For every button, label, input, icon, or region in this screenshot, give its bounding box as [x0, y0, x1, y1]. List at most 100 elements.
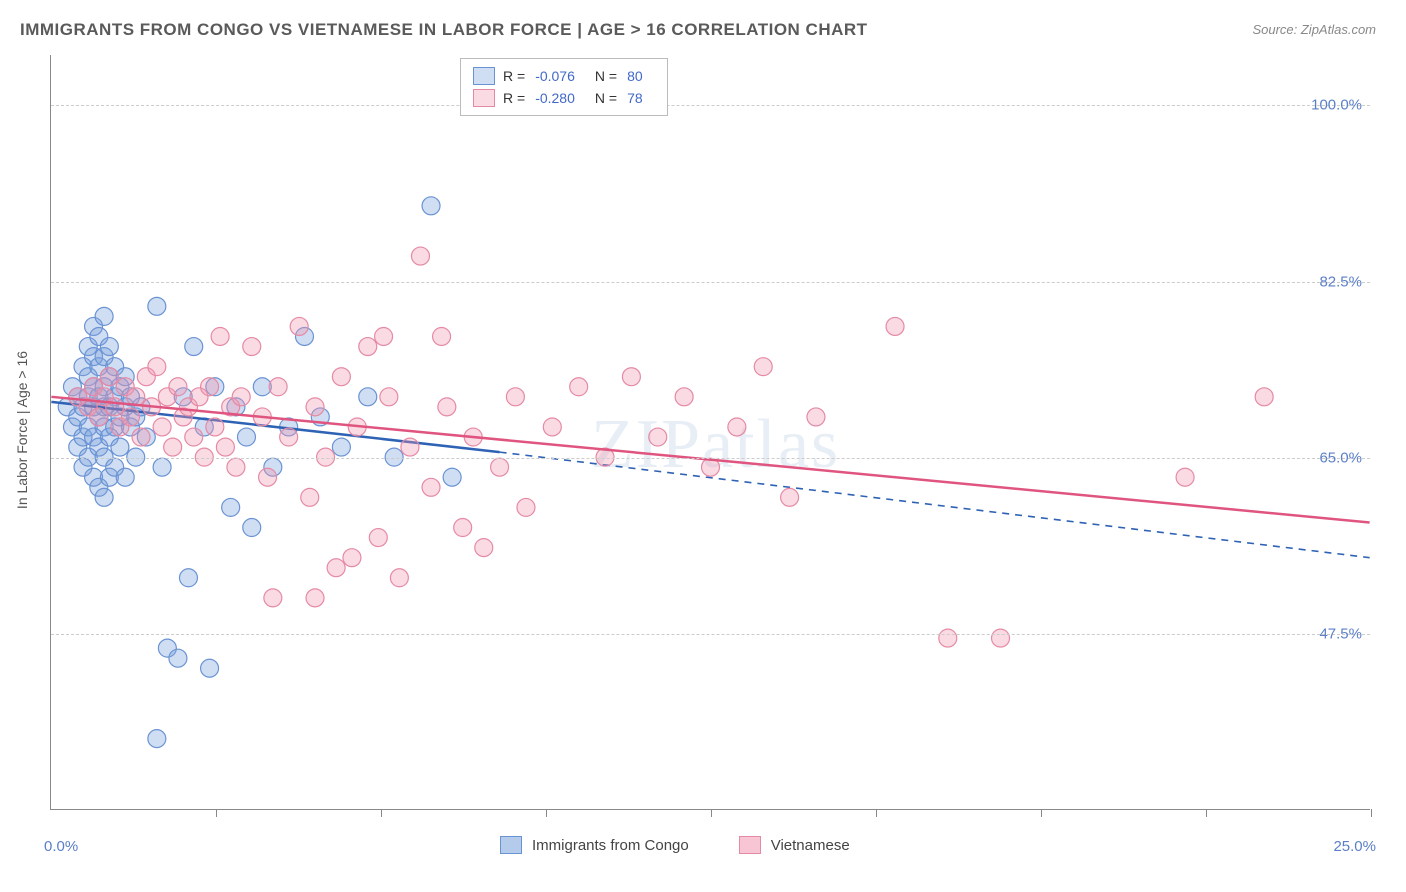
data-point	[332, 368, 350, 386]
x-tick	[876, 809, 877, 817]
data-point	[116, 468, 134, 486]
data-point	[754, 358, 772, 376]
data-point	[327, 559, 345, 577]
data-point	[232, 388, 250, 406]
data-point	[216, 438, 234, 456]
plot-area: ZIPatlas 47.5%65.0%82.5%100.0%	[50, 55, 1370, 810]
data-point	[95, 307, 113, 325]
data-point	[169, 649, 187, 667]
data-point	[169, 378, 187, 396]
data-point	[454, 519, 472, 537]
n-value-vietnamese: 78	[627, 90, 643, 106]
data-point	[306, 589, 324, 607]
legend-item-vietnamese: Vietnamese	[739, 836, 850, 854]
x-tick	[546, 809, 547, 817]
gridline	[51, 634, 1370, 635]
data-point	[649, 428, 667, 446]
data-point	[369, 529, 387, 547]
legend-swatch-vietnamese	[473, 89, 495, 107]
data-point	[153, 418, 171, 436]
legend-row-vietnamese: R = -0.280 N = 78	[473, 87, 655, 109]
n-label: N =	[595, 68, 617, 84]
legend-label-congo: Immigrants from Congo	[532, 837, 689, 854]
source-attribution: Source: ZipAtlas.com	[1252, 22, 1376, 37]
chart-title: IMMIGRANTS FROM CONGO VS VIETNAMESE IN L…	[20, 20, 868, 40]
data-point	[675, 388, 693, 406]
data-point	[148, 358, 166, 376]
x-tick	[381, 809, 382, 817]
x-tick	[711, 809, 712, 817]
data-point	[332, 438, 350, 456]
data-point	[992, 629, 1010, 647]
data-point	[443, 468, 461, 486]
x-max-label: 25.0%	[1333, 838, 1376, 855]
data-point	[728, 418, 746, 436]
data-point	[185, 428, 203, 446]
data-point	[939, 629, 957, 647]
data-point	[517, 498, 535, 516]
data-point	[121, 408, 139, 426]
plot-svg	[51, 55, 1370, 809]
data-point	[1176, 468, 1194, 486]
data-point	[375, 328, 393, 346]
legend-series: Immigrants from Congo Vietnamese	[500, 836, 850, 854]
data-point	[259, 468, 277, 486]
data-point	[206, 418, 224, 436]
y-tick-label: 100.0%	[1311, 97, 1362, 114]
gridline	[51, 282, 1370, 283]
regression-line	[51, 397, 1369, 523]
data-point	[211, 328, 229, 346]
data-point	[306, 398, 324, 416]
data-point	[201, 378, 219, 396]
data-point	[401, 438, 419, 456]
y-tick-label: 47.5%	[1319, 625, 1362, 642]
data-point	[543, 418, 561, 436]
data-point	[433, 328, 451, 346]
data-point	[264, 589, 282, 607]
data-point	[243, 519, 261, 537]
data-point	[491, 458, 509, 476]
legend-swatch-icon	[739, 836, 761, 854]
data-point	[359, 338, 377, 356]
data-point	[111, 438, 129, 456]
gridline	[51, 458, 1370, 459]
data-point	[185, 338, 203, 356]
r-label: R =	[503, 90, 525, 106]
data-point	[148, 730, 166, 748]
data-point	[807, 408, 825, 426]
data-point	[359, 388, 377, 406]
data-point	[106, 398, 124, 416]
y-tick-label: 65.0%	[1319, 449, 1362, 466]
legend-correlation-box: R = -0.076 N = 80 R = -0.280 N = 78	[460, 58, 668, 116]
data-point	[781, 488, 799, 506]
data-point	[237, 428, 255, 446]
data-point	[90, 408, 108, 426]
legend-item-congo: Immigrants from Congo	[500, 836, 689, 854]
data-point	[506, 388, 524, 406]
chart-container: IMMIGRANTS FROM CONGO VS VIETNAMESE IN L…	[0, 0, 1406, 892]
legend-row-congo: R = -0.076 N = 80	[473, 65, 655, 87]
data-point	[290, 317, 308, 335]
gridline	[51, 105, 1370, 106]
data-point	[301, 488, 319, 506]
x-tick	[216, 809, 217, 817]
data-point	[179, 569, 197, 587]
n-label: N =	[595, 90, 617, 106]
data-point	[100, 338, 118, 356]
data-point	[201, 659, 219, 677]
x-origin-label: 0.0%	[44, 838, 78, 855]
data-point	[475, 539, 493, 557]
r-label: R =	[503, 68, 525, 84]
data-point	[390, 569, 408, 587]
data-point	[153, 458, 171, 476]
legend-swatch-congo	[473, 67, 495, 85]
data-point	[1255, 388, 1273, 406]
data-point	[243, 338, 261, 356]
legend-swatch-icon	[500, 836, 522, 854]
data-point	[222, 498, 240, 516]
r-value-vietnamese: -0.280	[535, 90, 575, 106]
data-point	[570, 378, 588, 396]
x-tick	[1206, 809, 1207, 817]
data-point	[886, 317, 904, 335]
x-tick	[1371, 809, 1372, 817]
